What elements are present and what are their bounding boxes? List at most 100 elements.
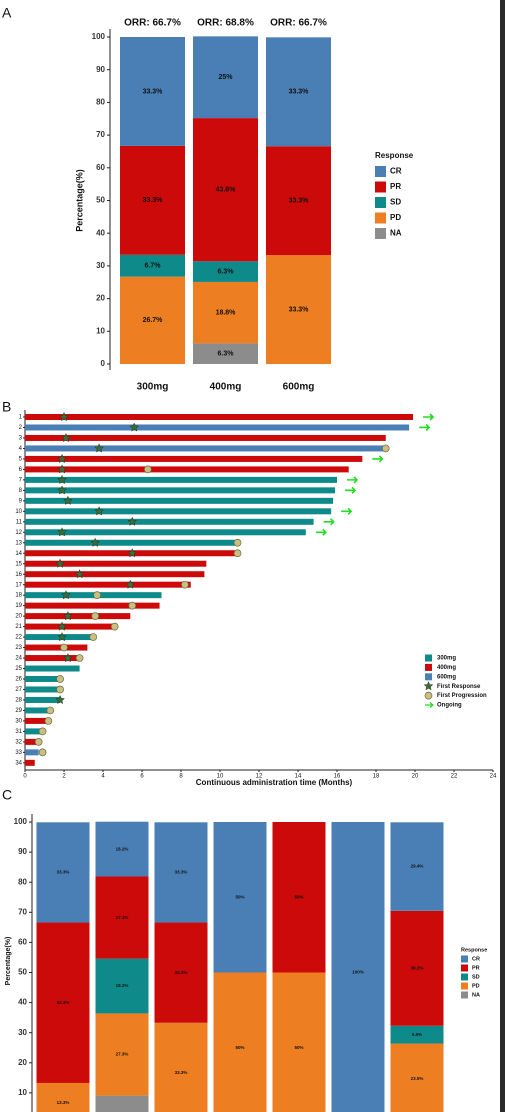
bar-segment: [390, 910, 444, 1026]
progression-marker: [233, 549, 242, 558]
row-label: 14: [15, 551, 22, 557]
legend-star: [423, 681, 434, 691]
row-label: 18: [15, 593, 22, 599]
row-label: 30: [15, 718, 22, 724]
progression-marker: [56, 685, 64, 694]
legend-swatch: [425, 663, 432, 671]
y-axis-label: Percentage(%): [5, 937, 12, 986]
value-label: 33.3%: [289, 306, 310, 313]
value-label: 6.7%: [145, 263, 162, 270]
response-marker: [129, 422, 140, 432]
x-tick-label: 22: [451, 774, 458, 780]
row-label: 12: [15, 530, 22, 536]
progression-marker: [91, 612, 100, 620]
ongoing-arrow: [372, 455, 384, 463]
duration-bar: [25, 686, 61, 693]
y-tick-label: 80: [96, 98, 105, 107]
row-label: 16: [15, 572, 22, 578]
duration-bar: [25, 529, 306, 536]
bar-segment: [390, 822, 444, 911]
bar-segment: [390, 1043, 444, 1112]
row-label: 15: [15, 561, 22, 567]
bar-segment: [272, 972, 326, 1112]
bar-segment: [193, 261, 258, 282]
value-label: 33.3%: [143, 88, 164, 95]
y-tick-label: 100: [92, 32, 106, 41]
ongoing-arrow: [419, 423, 431, 432]
value-label: 23.5%: [411, 1076, 424, 1081]
legend-swatch: [461, 991, 468, 999]
legend-label: PD: [472, 983, 480, 989]
value-label: 33.3%: [175, 970, 188, 975]
duration-bar: [25, 487, 336, 494]
progression-marker: [34, 738, 43, 746]
x-axis-label: Continuous administration time (Months): [196, 778, 353, 787]
value-label: 33.3%: [175, 1070, 188, 1075]
value-label: 29.4%: [411, 864, 424, 869]
duration-bar: [25, 560, 207, 567]
response-marker: [55, 558, 66, 568]
legend-label: 300mg: [437, 656, 456, 662]
y-tick-label: 30: [18, 1028, 27, 1037]
legend-swatch: [461, 955, 468, 963]
duration-bar: [25, 717, 51, 724]
response-marker: [62, 610, 73, 621]
row-label: 1: [19, 415, 23, 421]
bar-segment: [266, 37, 331, 147]
legend-swatch: [375, 197, 386, 208]
annotation: ORR: 66.7%: [124, 18, 181, 29]
progression-marker: [56, 675, 64, 683]
ongoing-arrow: [323, 518, 335, 526]
row-label: 34: [15, 760, 22, 766]
y-tick-label: 50: [18, 968, 27, 977]
y-tick-label: 90: [18, 847, 27, 856]
value-label: 6.3%: [218, 268, 235, 275]
response-marker: [74, 569, 85, 579]
value-label: 50%: [235, 894, 244, 899]
bar-segment: [213, 972, 267, 1112]
value-label: 50%: [294, 1045, 303, 1050]
duration-bar: [25, 539, 238, 546]
legend-label: NA: [390, 229, 402, 238]
row-label: 26: [15, 677, 22, 683]
y-tick-label: 90: [96, 65, 105, 74]
bar-segment: [95, 958, 149, 1014]
row-label: 4: [19, 446, 23, 452]
legend-swatch: [425, 654, 432, 662]
response-marker: [61, 432, 71, 443]
bar-segment: [120, 145, 185, 255]
ongoing-arrow: [345, 486, 357, 494]
duration-bar: [25, 707, 53, 714]
value-label: 43.8%: [216, 187, 237, 194]
legend-swatch: [375, 212, 386, 224]
row-label: 28: [15, 698, 22, 704]
x-tick-label: 600mg: [283, 382, 315, 393]
duration-bar: [25, 749, 39, 756]
row-label: 19: [15, 603, 22, 609]
value-label: 13.3%: [57, 1100, 70, 1105]
bar-segment: [331, 822, 385, 1112]
y-tick-label: 80: [18, 877, 27, 886]
row-label: 20: [15, 614, 22, 620]
row-label: 9: [19, 498, 23, 504]
row-label: 24: [15, 656, 22, 662]
response-marker: [57, 621, 67, 631]
progression-marker: [46, 706, 55, 715]
duration-bar: [25, 476, 337, 483]
legend-swatch: [375, 228, 386, 239]
duration-bar: [25, 696, 61, 703]
x-tick-label: 10: [217, 774, 224, 780]
bar-segment: [154, 922, 208, 1023]
legend-label: PD: [390, 213, 401, 222]
progression-marker: [181, 580, 189, 589]
bar-segment: [154, 822, 208, 923]
value-label: 53.3%: [57, 1000, 70, 1005]
legend-label: PR: [390, 182, 401, 191]
panel-c: 10 20 30 40 50 60 70 80 90 100 Percentage(%) 13.3% 5…: [5, 814, 487, 1112]
duration-bar: [25, 623, 115, 630]
progression-marker: [44, 717, 53, 725]
legend-swatch: [461, 973, 468, 981]
response-marker: [61, 590, 71, 600]
bar-segment: [36, 822, 90, 923]
